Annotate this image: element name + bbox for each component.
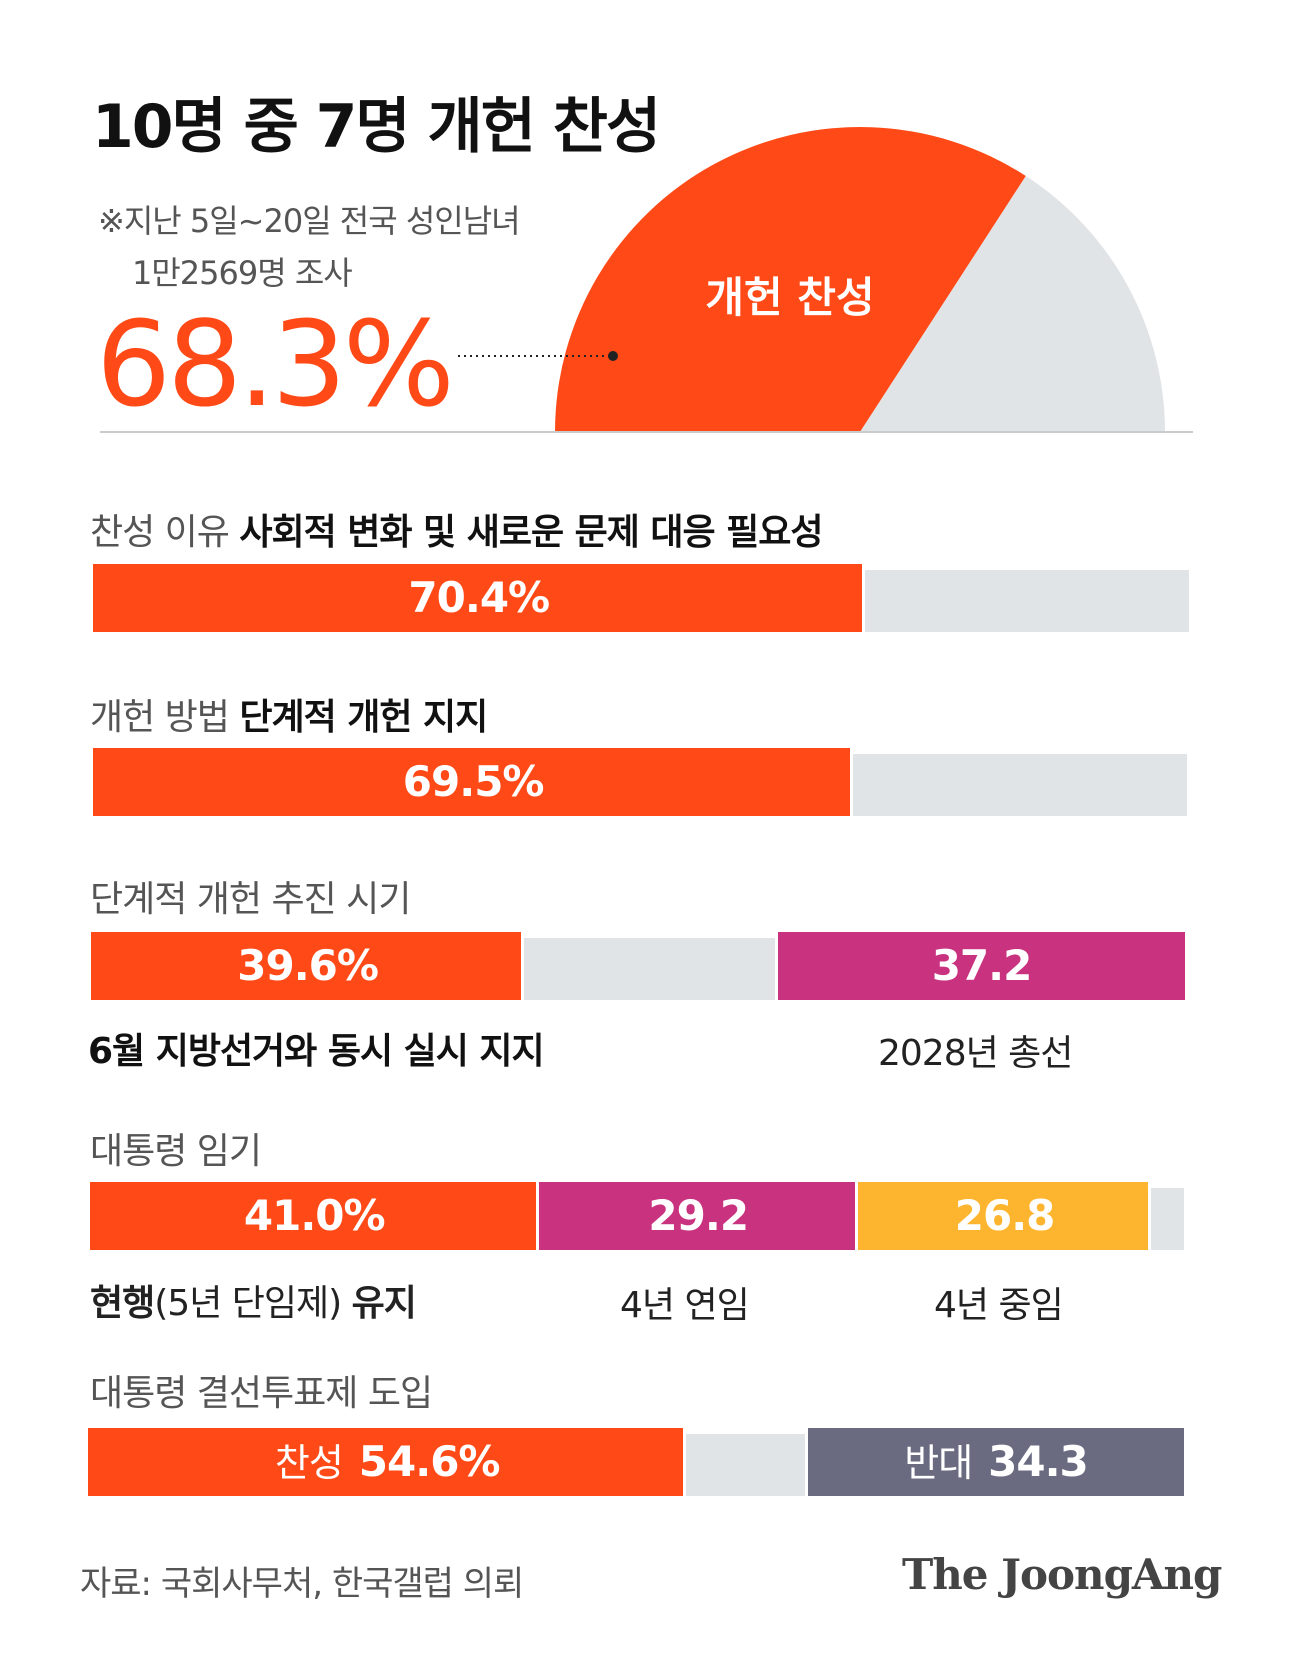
survey-note: ※지난 5일~20일 전국 성인남녀 1만2569명 조사 <box>98 195 521 299</box>
gauge-slice-label: 개헌 찬성 <box>705 273 874 322</box>
bar-value: 29.2 <box>648 1191 749 1240</box>
bar-segment <box>88 1428 684 1496</box>
stacked-bar-term: 41.0% 29.2 26.8 <box>90 1182 1184 1250</box>
caption-current: 현행(5년 단임제) 유지 <box>90 1274 417 1326</box>
section-label-prefix: 대통령 결선투표제 도입 <box>90 1373 433 1414</box>
bar-value: 39.6% <box>237 941 379 990</box>
survey-note-line2: 1만2569명 조사 <box>132 254 353 292</box>
caption-local-election: 6월 지방선거와 동시 실시 지지 <box>88 1031 545 1072</box>
bar-segment <box>93 748 851 816</box>
caption-current-b: 유지 <box>351 1283 417 1324</box>
bar-value-label: 반대 34.3 <box>808 1428 1184 1497</box>
bar-value-label: 26.8 <box>858 1182 1151 1250</box>
caption-consecutive: 4년 연임 <box>620 1285 750 1326</box>
bar-value-prefix: 반대 <box>904 1441 973 1485</box>
bar-segment <box>538 1182 855 1250</box>
caption-current-mid: (5년 단임제) <box>154 1283 342 1324</box>
brand-logo: The JoongAng <box>902 1550 1222 1599</box>
section-label-bold: 단계적 개헌 지지 <box>239 697 488 738</box>
bar-segment <box>808 1428 1184 1496</box>
gauge-value: 68.3% <box>96 295 455 433</box>
caption-2028: 2028년 총선 <box>878 1033 1073 1074</box>
section-label-prefix: 단계적 개헌 추진 시기 <box>90 879 411 920</box>
section-label-bold: 사회적 변화 및 새로운 문제 대응 필요성 <box>239 512 823 553</box>
bar-value: 70.4% <box>408 573 550 622</box>
source-note: 자료: 국회사무처, 한국갤럽 의뢰 <box>80 1564 524 1604</box>
stacked-bar-reason: 70.4% <box>93 564 1189 632</box>
gauge-leader-dot <box>608 351 618 361</box>
section-label-prefix: 찬성 이유 <box>90 512 230 553</box>
bar-segment <box>93 564 862 632</box>
section-label-term: 대통령 임기 <box>90 1122 262 1174</box>
page-title: 10명 중 7명 개헌 찬성 <box>92 92 661 162</box>
bar-segment <box>864 570 1189 632</box>
bar-segment <box>90 1182 536 1250</box>
bar-segment <box>1151 1188 1184 1250</box>
bar-segment <box>524 938 776 1000</box>
bar-value-label: 39.6% <box>91 932 524 1000</box>
bar-value: 37.2 <box>931 941 1033 990</box>
stacked-bar-method: 69.5% <box>93 748 1187 816</box>
bar-value-label: 69.5% <box>93 748 853 816</box>
bar-value: 69.5% <box>402 757 545 806</box>
gauge-slice-rest <box>860 176 1165 432</box>
bar-value: 26.8 <box>954 1191 1056 1240</box>
bar-segment <box>91 932 522 1000</box>
bar-value-prefix: 찬성 <box>274 1441 344 1485</box>
section-label-prefix: 개헌 방법 <box>90 697 230 738</box>
half-gauge-chart: 개헌 찬성 <box>100 126 1193 433</box>
section-label-timing: 단계적 개헌 추진 시기 <box>90 870 411 922</box>
caption-nonconsecutive: 4년 중임 <box>934 1285 1064 1326</box>
bar-value: 34.3 <box>988 1437 1089 1486</box>
bar-value-label: 70.4% <box>93 564 865 632</box>
bar-value-label: 29.2 <box>539 1182 858 1250</box>
caption-current-a: 현행 <box>90 1283 155 1324</box>
bar-segment <box>857 1182 1149 1250</box>
bar-value-label: 41.0% <box>90 1182 539 1250</box>
bar-value-label: 37.2 <box>778 932 1185 1000</box>
section-label-runoff: 대통령 결선투표제 도입 <box>90 1364 433 1416</box>
gauge-slice-favor <box>555 126 1026 432</box>
section-label-prefix: 대통령 임기 <box>90 1131 262 1172</box>
section-label-reason: 찬성 이유 사회적 변화 및 새로운 문제 대응 필요성 <box>90 503 824 555</box>
bar-segment <box>686 1434 806 1496</box>
bar-value-label: 찬성 54.6% <box>88 1428 686 1497</box>
bar-value: 41.0% <box>243 1191 386 1240</box>
bar-segment <box>853 754 1187 816</box>
stacked-bar-runoff: 찬성 54.6% 반대 34.3 <box>88 1428 1184 1496</box>
bar-segment <box>778 932 1185 1000</box>
section-label-method: 개헌 방법 단계적 개헌 지지 <box>90 688 488 740</box>
bar-value: 54.6% <box>358 1437 501 1486</box>
survey-note-line1: ※지난 5일~20일 전국 성인남녀 <box>98 202 521 240</box>
stacked-bar-timing: 39.6% 37.2 <box>91 932 1185 1000</box>
